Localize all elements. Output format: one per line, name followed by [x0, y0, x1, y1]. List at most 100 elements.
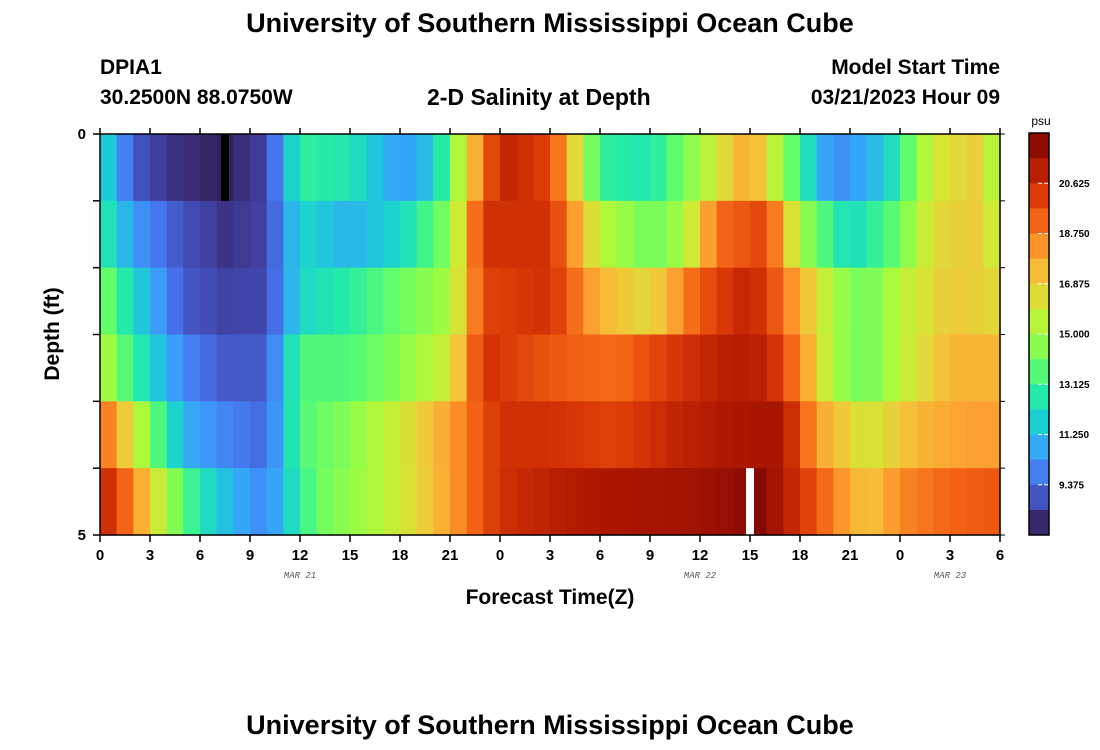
- footer-title: University of Southern Mississippi Ocean…: [246, 710, 854, 740]
- x-tick-label: 6: [196, 547, 204, 564]
- heatmap-cell: [800, 334, 818, 402]
- heatmap-cell: [616, 267, 634, 336]
- heatmap-cell: [983, 134, 1001, 202]
- heatmap-cell: [133, 134, 151, 202]
- heatmap-cells: [100, 134, 1001, 536]
- heatmap-cell: [850, 200, 868, 269]
- heatmap-cell: [566, 134, 584, 202]
- heatmap-cell: [683, 134, 701, 202]
- heatmap-cell: [866, 267, 884, 336]
- heatmap-cell: [450, 134, 468, 202]
- heatmap-cell: [850, 468, 868, 536]
- heatmap-cell: [900, 200, 918, 269]
- colorbar-segment: [1029, 208, 1049, 235]
- heatmap-cell: [866, 134, 884, 202]
- heatmap-cell: [216, 334, 234, 402]
- heatmap-cell: [783, 468, 801, 536]
- heatmap-cell: [800, 134, 818, 202]
- heatmap-cell: [466, 200, 484, 269]
- heatmap-cell: [700, 468, 718, 536]
- heatmap-cell: [816, 134, 834, 202]
- heatmap-cell: [600, 401, 618, 469]
- heatmap-cell: [183, 334, 201, 402]
- heatmap-cell: [833, 267, 851, 336]
- heatmap-cell: [483, 134, 501, 202]
- heatmap-cell: [116, 200, 134, 269]
- heatmap-cell: [283, 334, 301, 402]
- heatmap-cell: [833, 134, 851, 202]
- heatmap-cell: [650, 468, 668, 536]
- heatmap-cell: [250, 334, 268, 402]
- heatmap-cell: [450, 334, 468, 402]
- heatmap-cell: [533, 401, 551, 469]
- heatmap-cell: [750, 334, 768, 402]
- heatmap-cell: [416, 134, 434, 202]
- heatmap-cell: [166, 334, 184, 402]
- heatmap-cell: [650, 200, 668, 269]
- heatmap-cell: [216, 468, 234, 536]
- heatmap-cell: [316, 401, 334, 469]
- heatmap-cell: [700, 134, 718, 202]
- heatmap-cell: [633, 200, 651, 269]
- heatmap-cell: [950, 134, 968, 202]
- heatmap-cell: [516, 267, 534, 336]
- heatmap-cell: [116, 334, 134, 402]
- heatmap-cell: [933, 134, 951, 202]
- heatmap-cell: [566, 334, 584, 402]
- heatmap-cell: [683, 200, 701, 269]
- heatmap-cell: [416, 468, 434, 536]
- date-label: MAR 23: [934, 571, 967, 581]
- heatmap-cell: [516, 401, 534, 469]
- colorbar-segment: [1029, 359, 1049, 385]
- heatmap-cell: [716, 401, 734, 469]
- heatmap-cell: [616, 134, 634, 202]
- heatmap-cell: [133, 267, 151, 336]
- heatmap-cell: [300, 401, 318, 469]
- heatmap-cell: [150, 334, 168, 402]
- x-tick-label: 15: [342, 547, 359, 564]
- heatmap-cell: [700, 200, 718, 269]
- date-label: MAR 22: [684, 571, 717, 581]
- heatmap-cell: [866, 334, 884, 402]
- heatmap-cell: [483, 401, 501, 469]
- heatmap-cell: [316, 134, 334, 202]
- heatmap-cell: [550, 468, 568, 536]
- heatmap-cell: [583, 334, 601, 402]
- heatmap-cell: [850, 334, 868, 402]
- heatmap-cell: [233, 401, 251, 469]
- time-marker: [746, 468, 754, 535]
- heatmap-cell: [916, 267, 934, 336]
- heatmap-cell: [300, 134, 318, 202]
- heatmap-cell: [116, 134, 134, 202]
- y-axis-title: Depth (ft): [41, 287, 64, 380]
- heatmap-cell: [783, 200, 801, 269]
- heatmap-cell: [600, 200, 618, 269]
- heatmap-cell: [966, 267, 984, 336]
- heatmap-cell: [783, 267, 801, 336]
- colorbar-segment: [1029, 233, 1049, 260]
- x-tick-label: 15: [742, 547, 759, 564]
- heatmap-cell: [533, 267, 551, 336]
- heatmap-cell: [516, 134, 534, 202]
- heatmap-cell: [283, 134, 301, 202]
- heatmap-cell: [100, 134, 118, 202]
- heatmap-cell: [616, 401, 634, 469]
- heatmap-cell: [200, 267, 218, 336]
- heatmap-cell: [900, 334, 918, 402]
- heatmap-cell: [783, 334, 801, 402]
- heatmap-cell: [933, 468, 951, 536]
- heatmap-cell: [750, 401, 768, 469]
- heatmap-cell: [700, 401, 718, 469]
- y-tick-label: 5: [78, 527, 86, 544]
- colorbar-tick-label: 13.125: [1059, 380, 1090, 391]
- x-tick-label: 21: [442, 547, 459, 564]
- heatmap-cell: [750, 468, 768, 536]
- heatmap-cell: [866, 200, 884, 269]
- heatmap-cell: [116, 401, 134, 469]
- heatmap-cell: [533, 468, 551, 536]
- heatmap-cell: [150, 200, 168, 269]
- chart-title: University of Southern Mississippi Ocean…: [246, 8, 854, 38]
- heatmap-cell: [433, 401, 451, 469]
- x-tick-label: 18: [392, 547, 409, 564]
- heatmap-cell: [883, 200, 901, 269]
